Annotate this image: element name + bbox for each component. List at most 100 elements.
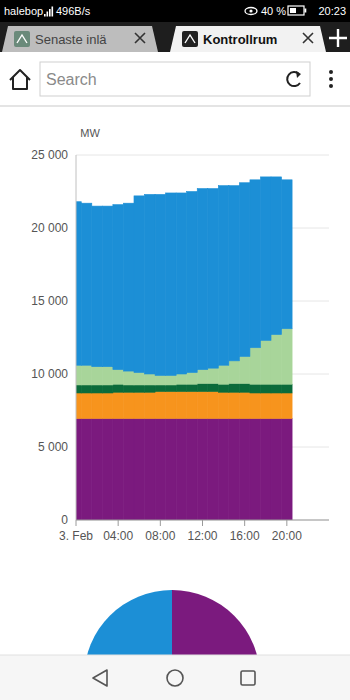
area-step: [239, 183, 250, 357]
search-box[interactable]: [40, 62, 310, 96]
page: halebop496B/s40 %20:23Senaste inläKontro…: [0, 0, 350, 700]
area-step: [155, 385, 166, 392]
area-step: [166, 392, 177, 419]
back-button[interactable]: [93, 670, 107, 686]
x-tick: [244, 520, 245, 526]
area-step: [250, 348, 261, 385]
area-step: [271, 393, 282, 419]
x-tick-label: 12:00: [187, 529, 217, 543]
area-step: [218, 419, 229, 520]
area-step: [208, 189, 219, 369]
area-step: [176, 392, 187, 419]
area-step: [81, 365, 92, 385]
area-step: [123, 392, 134, 418]
clock: 20:23: [318, 5, 346, 17]
x-tick-label: 04:00: [103, 529, 133, 543]
area-step: [81, 393, 92, 419]
eye-icon: [249, 9, 252, 12]
x-tick: [160, 520, 161, 526]
search-placeholder: Search: [46, 71, 97, 88]
area-step: [239, 356, 250, 383]
home-button[interactable]: [10, 70, 30, 89]
tab-close[interactable]: [303, 33, 313, 43]
area-step: [76, 365, 81, 385]
area-step: [282, 329, 293, 384]
menu-button: [329, 70, 333, 74]
area-step: [176, 193, 187, 374]
area-step: [92, 206, 103, 367]
net-speed: 496B/s: [56, 5, 91, 17]
area-step: [187, 392, 198, 419]
menu-button[interactable]: [329, 77, 333, 81]
tab-close[interactable]: [135, 33, 145, 43]
area-step: [176, 374, 187, 384]
area-step: [134, 196, 145, 373]
tab-favicon: [17, 35, 27, 43]
battery-icon: [288, 6, 304, 15]
tab[interactable]: [170, 26, 326, 52]
area-step: [197, 419, 208, 520]
area-step: [92, 367, 103, 385]
area-step: [155, 419, 166, 520]
area-step: [102, 385, 113, 393]
battery-icon: [290, 8, 296, 13]
area-step: [260, 419, 271, 520]
area-step: [197, 370, 208, 384]
area-step: [145, 392, 156, 418]
area-step: [92, 393, 103, 419]
area-step: [229, 383, 240, 392]
signal-bar: [44, 14, 46, 17]
menu-button: [329, 84, 333, 88]
area-step: [250, 393, 261, 419]
nav-bar: [0, 655, 350, 700]
area-step: [218, 186, 229, 366]
area-step: [123, 419, 134, 520]
x-tick: [286, 520, 287, 526]
area-step: [81, 419, 92, 520]
area-step: [187, 373, 198, 385]
y-tick-label: 25 000: [31, 148, 68, 162]
y-axis: [76, 155, 77, 520]
area-step: [113, 392, 124, 418]
x-tick: [202, 520, 203, 526]
tab-favicon: [182, 31, 198, 47]
area-step: [187, 192, 198, 373]
area-step: [145, 419, 156, 520]
tab-favicon: [14, 31, 30, 47]
area-step: [102, 206, 113, 367]
home-nav-button[interactable]: [167, 670, 183, 686]
area-step: [123, 203, 134, 371]
area-step: [208, 392, 219, 419]
signal-bar: [49, 9, 51, 17]
area-step: [229, 419, 240, 520]
area-step: [187, 419, 198, 520]
area-step: [250, 384, 261, 393]
area-step: [271, 419, 282, 520]
new-tab[interactable]: [329, 29, 347, 47]
grid-line: [76, 155, 329, 156]
area-step: [166, 375, 177, 384]
area-step: [166, 385, 177, 392]
y-tick-label: 5 000: [38, 440, 68, 454]
area-step: [176, 419, 187, 520]
area-step: [76, 385, 81, 393]
area-step: [92, 419, 103, 520]
y-tick-label: 20 000: [31, 221, 68, 235]
area-step: [282, 180, 293, 329]
y-tick-label: 10 000: [31, 367, 68, 381]
reload-button: [296, 71, 301, 78]
x-tick-label: 08:00: [145, 529, 175, 543]
toolbar-shadow: [0, 105, 350, 107]
y-tick-label: 0: [61, 513, 68, 527]
signal-bar: [47, 12, 49, 17]
x-tick-label: 3. Feb: [59, 529, 93, 543]
area-step: [102, 393, 113, 419]
recents-button[interactable]: [241, 671, 255, 685]
tab[interactable]: [2, 26, 158, 52]
tab-title: Senaste inlä: [35, 32, 107, 47]
area-step: [260, 177, 271, 341]
area-step: [271, 384, 282, 393]
area-step: [123, 371, 134, 385]
tab-bar: [0, 22, 350, 52]
area-step: [197, 189, 208, 370]
